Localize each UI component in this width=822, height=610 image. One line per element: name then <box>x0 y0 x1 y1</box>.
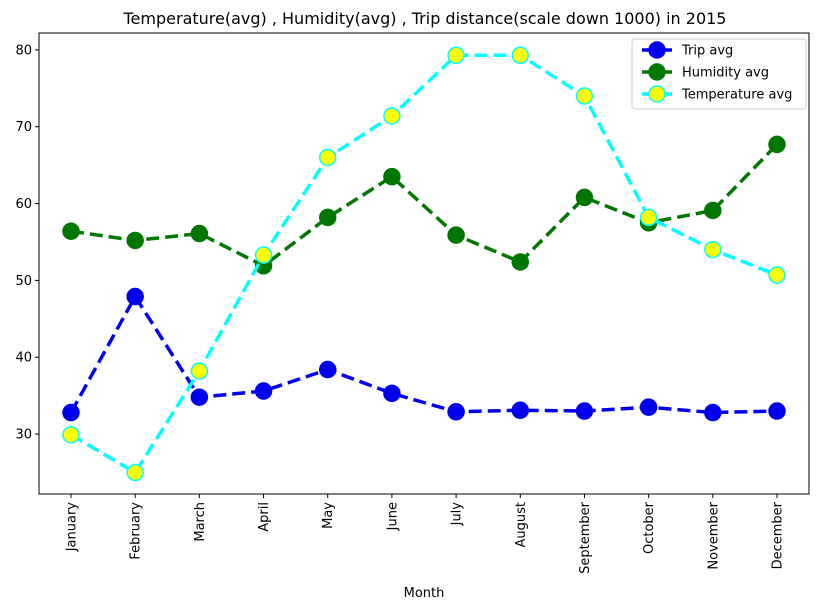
x-tick-label: September <box>578 501 593 574</box>
legend: Trip avg Humidity avg Temperature avg <box>631 38 807 110</box>
data-point-temperature-avg <box>447 46 465 65</box>
legend-label: Temperature avg <box>681 88 792 103</box>
data-point-humidity-avg <box>447 226 465 244</box>
x-tick-label: April <box>257 502 272 532</box>
x-tick-label: June <box>385 502 400 531</box>
x-axis-label: Month <box>404 586 445 601</box>
data-point-humidity-avg <box>190 224 209 243</box>
x-tick-label: October <box>642 501 657 554</box>
legend-swatch-marker <box>648 85 666 103</box>
plot-area <box>62 46 786 482</box>
series-line-trip-avg <box>69 294 778 415</box>
data-point-temperature-avg <box>254 246 273 264</box>
data-point-temperature-avg <box>62 426 80 444</box>
data-point-trip-avg <box>126 287 144 306</box>
legend-label: Trip avg <box>681 44 733 59</box>
data-point-humidity-avg <box>126 231 144 250</box>
data-point-humidity-avg <box>511 253 530 271</box>
y-tick-label: 50 <box>15 274 32 289</box>
legend-entry-humidity-avg: Humidity avg <box>642 63 769 81</box>
data-point-humidity-avg <box>383 167 401 186</box>
data-point-trip-avg <box>190 388 209 406</box>
chart-title: Temperature(avg) , Humidity(avg) , Trip … <box>123 9 727 28</box>
plot-frame <box>38 32 810 495</box>
data-point-trip-avg <box>639 398 658 416</box>
x-tick-label: March <box>193 502 208 542</box>
data-point-humidity-avg <box>768 135 786 154</box>
x-tick-label: May <box>321 502 336 529</box>
data-point-temperature-avg <box>190 362 209 380</box>
data-point-humidity-avg <box>704 201 722 220</box>
data-point-trip-avg <box>254 382 273 400</box>
data-point-trip-avg <box>62 403 80 422</box>
data-point-humidity-avg <box>318 208 337 227</box>
y-tick-label: 80 <box>15 43 32 58</box>
x-tick-label: July <box>450 502 465 527</box>
legend-entry-trip-avg: Trip avg <box>642 41 733 59</box>
data-point-trip-avg <box>768 402 786 420</box>
legend-box <box>631 38 807 110</box>
x-tick-label: February <box>129 502 144 560</box>
x-tick-label: August <box>514 502 529 548</box>
legend-entry-temperature-avg: Temperature avg <box>642 85 792 103</box>
y-tick-label: 30 <box>15 428 32 443</box>
data-point-humidity-avg <box>62 222 80 240</box>
series-line-humidity-avg <box>70 143 779 268</box>
data-point-temperature-avg <box>768 266 786 284</box>
data-point-trip-avg <box>511 401 530 420</box>
data-point-trip-avg <box>383 384 401 403</box>
x-tick-label: November <box>706 501 721 569</box>
data-point-trip-avg <box>704 403 722 422</box>
data-point-temperature-avg <box>704 240 722 259</box>
data-point-trip-avg <box>447 403 465 421</box>
data-point-humidity-avg <box>575 188 594 207</box>
series-line-temperature-avg <box>70 53 778 475</box>
data-point-temperature-avg <box>318 148 337 167</box>
data-point-trip-avg <box>575 402 594 420</box>
legend-swatch-marker <box>648 63 666 81</box>
x-axis: January February March April May June July Augu… <box>65 494 786 574</box>
legend-swatch-marker <box>648 41 666 59</box>
y-tick-label: 40 <box>15 351 32 366</box>
data-point-temperature-avg <box>639 208 658 227</box>
y-axis: 30 40 50 60 70 80 <box>15 43 39 443</box>
y-tick-label: 70 <box>15 120 32 135</box>
data-point-temperature-avg <box>126 463 144 482</box>
data-point-temperature-avg <box>383 107 401 125</box>
y-tick-label: 60 <box>15 197 32 212</box>
data-point-trip-avg <box>318 360 337 379</box>
legend-label: Humidity avg <box>682 66 769 81</box>
x-tick-label: January <box>65 502 80 553</box>
data-point-temperature-avg <box>575 87 594 105</box>
data-point-temperature-avg <box>511 46 530 65</box>
x-tick-label: December <box>771 501 786 569</box>
